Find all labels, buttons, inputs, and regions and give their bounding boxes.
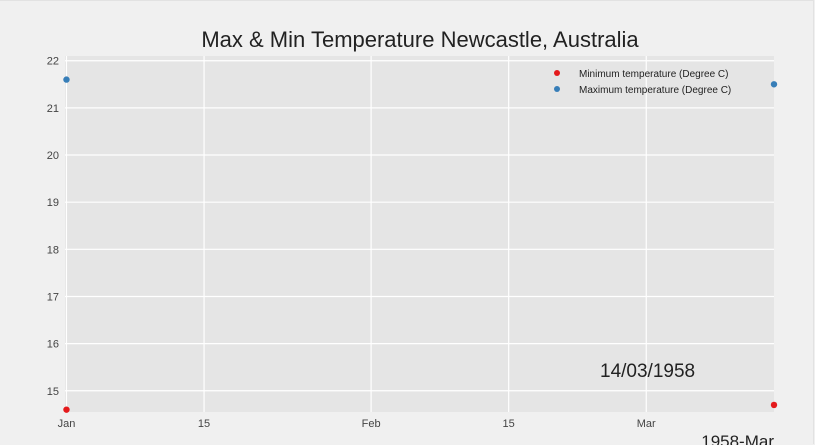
data-point bbox=[63, 406, 70, 413]
y-tick-label: 17 bbox=[47, 291, 59, 303]
x-tick-label: Jan bbox=[58, 418, 76, 430]
legend: Minimum temperature (Degree C) Maximum te… bbox=[554, 69, 731, 96]
data-point bbox=[770, 401, 778, 409]
legend-marker bbox=[554, 86, 560, 92]
legend-marker bbox=[554, 70, 560, 76]
y-tick-label: 18 bbox=[47, 244, 59, 256]
plot-background bbox=[65, 56, 774, 412]
x-tick-label: Mar bbox=[637, 418, 656, 430]
date-annotation: 14/03/1958 bbox=[600, 361, 695, 382]
data-point bbox=[770, 81, 778, 88]
legend-label: Minimum temperature (Degree C) bbox=[579, 69, 729, 80]
data-point bbox=[63, 76, 70, 83]
x-axis: Jan 15 Feb 15 Mar bbox=[58, 418, 656, 430]
x-tick-label: Feb bbox=[362, 418, 381, 430]
y-tick-label: 20 bbox=[47, 150, 59, 162]
y-tick-label: 22 bbox=[47, 56, 59, 68]
y-tick-label: 19 bbox=[47, 197, 59, 209]
grid-lines bbox=[65, 56, 774, 412]
data-points bbox=[63, 76, 778, 413]
legend-label: Maximum temperature (Degree C) bbox=[579, 85, 731, 96]
chart-title: Max & Min Temperature Newcastle, Austral… bbox=[201, 27, 639, 52]
y-axis: 15 16 17 18 19 20 21 22 bbox=[47, 56, 59, 398]
y-tick-label: 21 bbox=[47, 103, 59, 115]
x-tick-label: 15 bbox=[503, 418, 515, 430]
x-tick-label: 15 bbox=[198, 418, 210, 430]
y-tick-label: 15 bbox=[47, 386, 59, 398]
x-offset-label: 1958-Mar bbox=[701, 432, 774, 445]
y-tick-label: 16 bbox=[47, 339, 59, 351]
